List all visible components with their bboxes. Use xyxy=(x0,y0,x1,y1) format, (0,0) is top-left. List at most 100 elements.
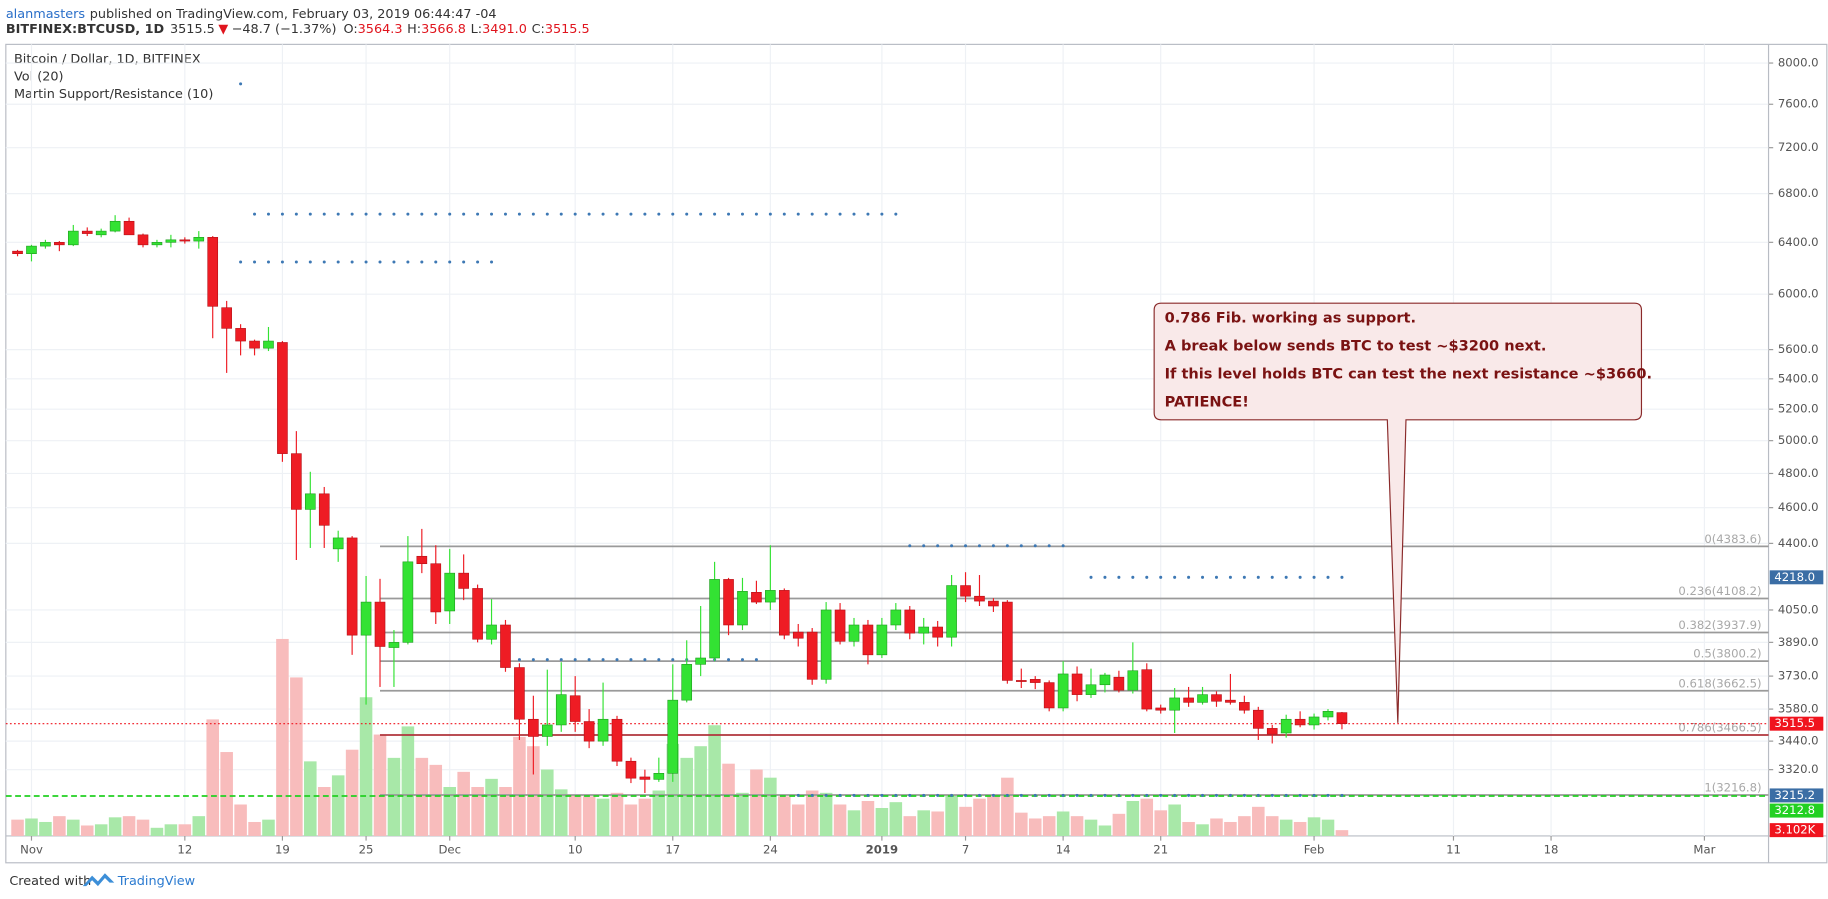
axis-marker-label: 3215.2 xyxy=(1774,788,1815,802)
volume-bar xyxy=(1140,798,1154,836)
volume-bar xyxy=(1210,818,1223,836)
volume-bar xyxy=(1307,817,1321,836)
footer-brand[interactable]: TradingView xyxy=(117,874,195,889)
volume-bar xyxy=(39,821,52,836)
volume-bar xyxy=(750,769,763,836)
candle-body xyxy=(834,609,846,642)
volume-bar xyxy=(903,816,917,836)
x-tick-label: 25 xyxy=(359,842,374,856)
volume-bar xyxy=(206,719,219,836)
volume-bar xyxy=(959,806,972,836)
volume-bar xyxy=(290,677,303,836)
axis-marker-label: 3.102K xyxy=(1774,823,1815,837)
symbol: BITFINEX:BTCUSD, 1D xyxy=(6,22,164,37)
volume-bar xyxy=(1279,819,1293,836)
volume-bar xyxy=(889,802,903,836)
footer-created: Created with xyxy=(9,874,91,889)
candle-body xyxy=(346,537,358,636)
y-tick-label: 8000.0 xyxy=(1778,56,1819,70)
candle-body xyxy=(332,537,344,550)
candle-body xyxy=(360,601,372,636)
volume-bar xyxy=(192,816,206,836)
volume-bar xyxy=(791,804,805,836)
candle-body xyxy=(458,572,469,589)
volume-bar xyxy=(945,795,958,836)
volume-bar xyxy=(108,817,122,836)
fib-label: 0.786(3466.5) xyxy=(1678,720,1761,734)
candle-body xyxy=(221,307,232,329)
volume-bar xyxy=(345,749,359,836)
candle-body xyxy=(1043,682,1055,709)
volume-bar xyxy=(652,790,666,836)
candle-body xyxy=(151,242,163,246)
fib-label: 0.5(3800.2) xyxy=(1693,647,1761,661)
candle-body xyxy=(1002,601,1013,681)
candle-body xyxy=(1239,702,1250,711)
ohlc-key: C: xyxy=(532,22,545,37)
candle-body xyxy=(778,590,790,636)
candle-body xyxy=(695,657,706,665)
annotation-text: PATIENCE! xyxy=(1165,393,1249,410)
author[interactable]: alanmasters xyxy=(6,7,86,22)
published: published on TradingView.com, February 0… xyxy=(90,7,497,22)
candle-body xyxy=(207,237,219,307)
candle-body xyxy=(1099,674,1111,686)
x-tick-label: Dec xyxy=(438,842,461,856)
volume-bar xyxy=(1084,819,1098,836)
candle-body xyxy=(165,239,177,243)
x-tick-label: Mar xyxy=(1693,842,1715,856)
candle-body xyxy=(751,592,762,603)
fib-label: 1(3216.8) xyxy=(1704,781,1761,795)
volume-bar xyxy=(443,787,456,836)
volume-bar xyxy=(387,757,401,836)
axis-marker xyxy=(1769,823,1824,838)
candle-body xyxy=(988,600,999,607)
candle-body xyxy=(583,721,595,742)
candle-body xyxy=(444,572,456,612)
volume-bar xyxy=(987,795,1000,836)
candle-body xyxy=(486,624,497,640)
y-tick-label: 6400.0 xyxy=(1778,235,1819,249)
y-tick-label: 7600.0 xyxy=(1778,97,1819,111)
candle-body xyxy=(1183,697,1194,703)
candle-body xyxy=(1211,694,1222,702)
annotation-callout xyxy=(1153,302,1643,723)
volume-bar xyxy=(1056,811,1070,836)
volume-bar xyxy=(847,810,861,836)
volume-bar xyxy=(736,792,749,836)
y-tick-label: 5200.0 xyxy=(1778,402,1819,416)
fib-label: 0.618(3662.5) xyxy=(1678,676,1761,690)
volume-bar xyxy=(67,819,80,836)
candle-body xyxy=(12,250,23,254)
candle-body xyxy=(806,631,818,680)
candle-body xyxy=(374,601,386,647)
volume-bar xyxy=(513,736,526,836)
candle-body xyxy=(95,230,107,236)
volume-bar xyxy=(150,827,164,836)
annotation-text: A break below sends BTC to test ~$3200 n… xyxy=(1165,337,1547,354)
ohlc-key: H: xyxy=(407,22,421,37)
annotation-text: 0.786 Fib. working as support. xyxy=(1165,309,1416,326)
candle-body xyxy=(667,699,679,774)
candle-body xyxy=(1085,684,1097,695)
fib-label: 0.382(3937.9) xyxy=(1678,618,1761,632)
candle-body xyxy=(472,588,483,640)
change-arrow: ▼ xyxy=(218,22,228,37)
candle-body xyxy=(918,626,930,634)
volume-bar xyxy=(94,824,108,836)
candle-body xyxy=(862,624,874,656)
brand-logo xyxy=(82,873,115,887)
volume-bar xyxy=(708,725,721,836)
volume-bar xyxy=(53,816,66,836)
volume-bar xyxy=(1321,819,1335,836)
volume-bar xyxy=(1224,821,1237,836)
y-tick-label: 3580.0 xyxy=(1778,702,1819,716)
candle-body xyxy=(974,595,985,602)
legend-indicator: Martin Support/Resistance (10) xyxy=(14,87,213,102)
candle-body xyxy=(109,220,121,232)
y-tick-label: 3440.0 xyxy=(1778,734,1819,748)
volume-bar xyxy=(401,726,415,836)
candle-body xyxy=(1071,673,1083,695)
x-tick-label: 11 xyxy=(1446,842,1461,856)
candle-body xyxy=(1015,680,1027,682)
